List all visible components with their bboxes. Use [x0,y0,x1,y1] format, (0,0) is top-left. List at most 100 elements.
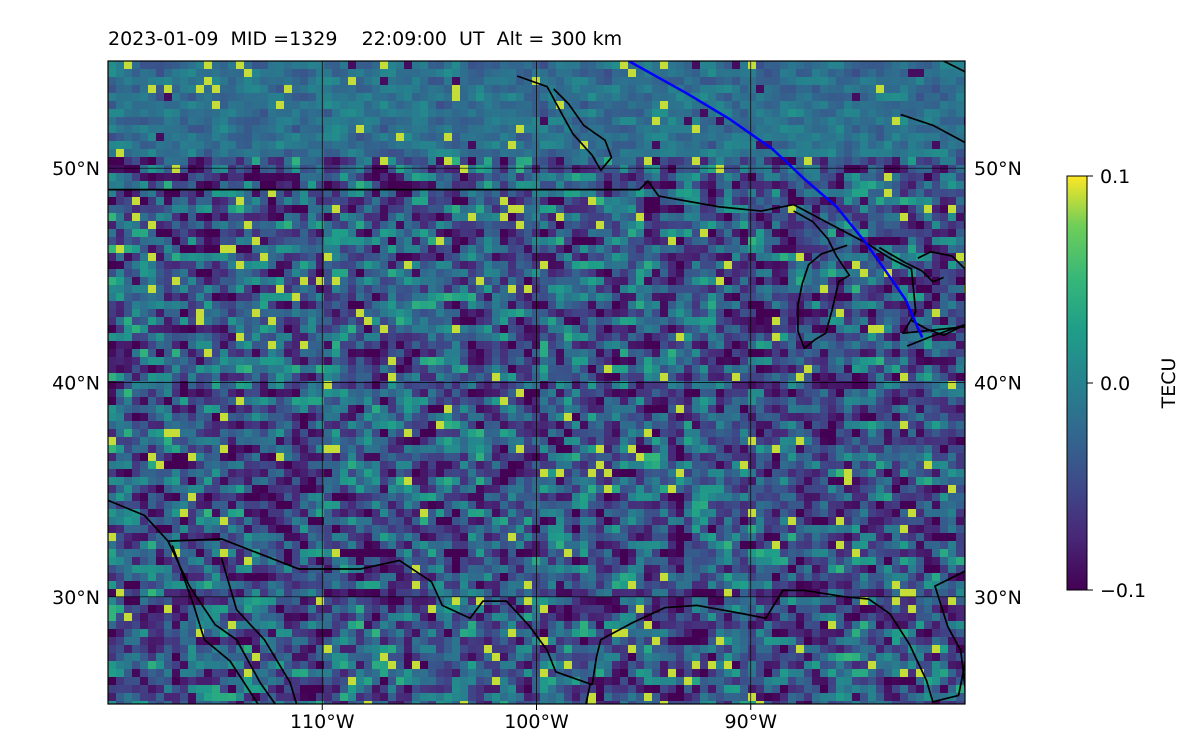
heat-cell [260,365,269,374]
heat-cell [220,261,229,270]
heat-cell [556,189,565,198]
heat-cell [356,269,365,278]
heat-cell [564,373,573,382]
heat-cell [548,389,557,398]
heat-cell [332,181,341,190]
heat-cell [596,381,605,390]
heat-cell [172,373,181,382]
heat-cell [284,389,293,398]
heat-cell [452,149,461,158]
heat-cell [708,157,717,166]
heat-cell [324,317,333,326]
heat-cell [476,125,485,134]
heat-cell [132,389,141,398]
heat-cell [388,301,397,310]
heat-cell [348,165,357,174]
heat-cell [116,421,125,430]
heat-cell [236,101,245,110]
heat-cell [228,261,237,270]
heat-cell [868,245,877,254]
heat-cell [444,77,453,86]
heat-cell [796,397,805,406]
heat-cell [788,133,797,142]
heat-cell [932,125,941,134]
heat-cell [564,221,573,230]
heat-cell [228,77,237,86]
heat-cell [476,405,485,414]
heat-cell [660,269,669,278]
heat-cell [292,253,301,262]
heat-cell [700,149,709,158]
heat-cell [108,173,117,182]
heat-cell [524,285,533,294]
heat-cell [836,149,845,158]
heat-cell [700,85,709,94]
heat-cell [876,341,885,350]
heat-cell [372,333,381,342]
heat-cell [300,285,309,294]
heat-cell [572,141,581,150]
heat-cell [156,205,165,214]
heat-cell [892,69,901,78]
heat-cell [516,133,525,142]
heat-cell [572,317,581,326]
heat-cell [452,213,461,222]
heat-cell [372,205,381,214]
heat-cell [556,237,565,246]
heat-cell [324,397,333,406]
heat-cell [220,429,229,438]
heat-cell [140,189,149,198]
heat-cell [124,405,133,414]
heat-cell [748,229,757,238]
heat-cell [388,381,397,390]
heat-cell [268,117,277,126]
heat-cell [756,277,765,286]
heat-cell [396,117,405,126]
heat-cell [268,413,277,422]
heat-cell [868,93,877,102]
heat-cell [772,341,781,350]
heat-cell [284,101,293,110]
heat-cell [756,421,765,430]
heat-cell [644,357,653,366]
heat-cell [692,173,701,182]
heat-cell [740,421,749,430]
heat-cell [132,413,141,422]
heat-cell [540,413,549,422]
heat-cell [484,117,493,126]
heat-cell [140,365,149,374]
heat-cell [324,93,333,102]
heat-cell [884,237,893,246]
heat-cell [916,197,925,206]
heat-cell [156,221,165,230]
heat-cell [660,413,669,422]
heat-cell [580,213,589,222]
heat-cell [244,229,253,238]
heat-cell [340,269,349,278]
heat-cell [732,381,741,390]
heat-cell [948,181,957,190]
heat-cell [356,125,365,134]
heat-cell [956,421,965,430]
heat-cell [676,157,685,166]
heat-cell [884,133,893,142]
heat-cell [308,357,317,366]
heat-cell [604,181,613,190]
heat-cell [596,285,605,294]
heat-cell [772,245,781,254]
heat-cell [748,253,757,262]
heat-cell [428,77,437,86]
heat-cell [820,397,829,406]
heat-cell [404,253,413,262]
heat-cell [668,173,677,182]
heat-cell [524,237,533,246]
heat-cell [348,149,357,158]
heat-cell [372,253,381,262]
heat-cell [132,365,141,374]
heat-cell [956,325,965,334]
heat-cell [580,285,589,294]
heat-cell [268,405,277,414]
heat-cell [628,221,637,230]
heat-cell [324,149,333,158]
heat-cell [380,101,389,110]
